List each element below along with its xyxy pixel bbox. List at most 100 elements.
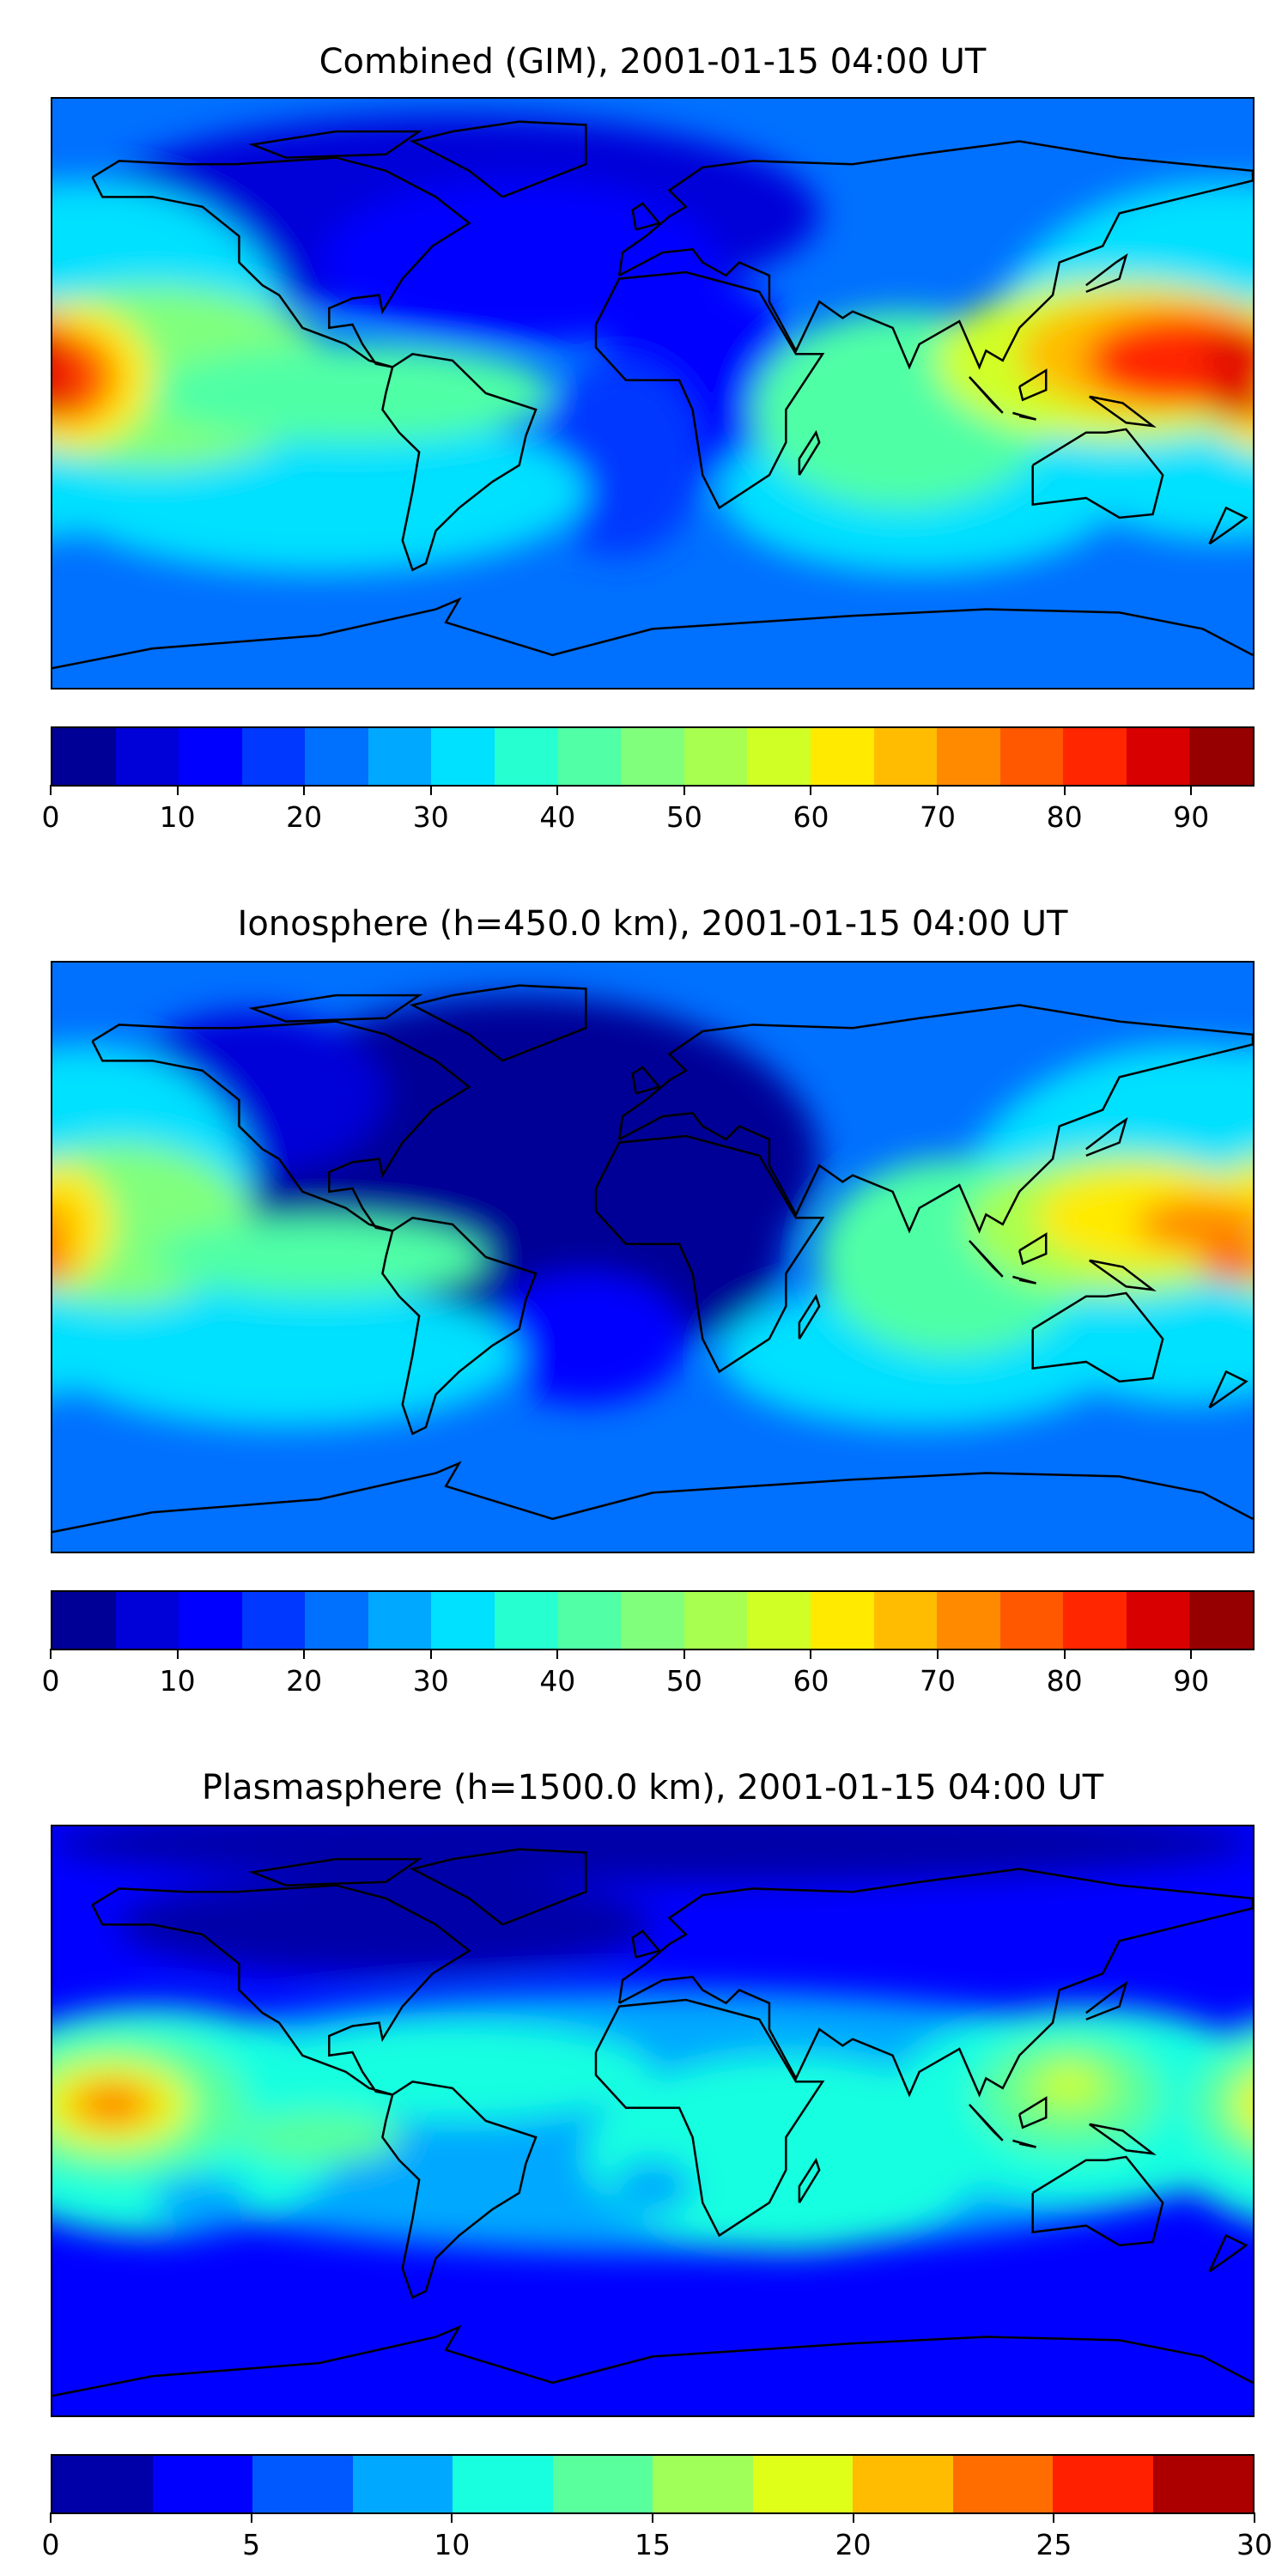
coastline xyxy=(382,2081,536,2298)
colorbar-tick-mark xyxy=(683,785,685,795)
contour-region xyxy=(1202,334,1253,374)
colorbar-tick-mark xyxy=(937,1649,939,1659)
colorbar-tick-mark xyxy=(556,1649,559,1659)
coastline xyxy=(1210,1371,1247,1407)
contour-region xyxy=(612,2160,693,2213)
colorbar-segment xyxy=(557,1592,622,1649)
colorbar-tick-label: 80 xyxy=(1046,800,1083,834)
colorbar-segment xyxy=(683,728,748,785)
panel-2-colorbar-ticks: 0 10 20 30 40 50 60 70 80 90 xyxy=(42,1649,1255,1700)
colorbar-segment xyxy=(621,728,684,785)
colorbar-tick-label: 70 xyxy=(920,800,957,834)
colorbar-tick-mark xyxy=(50,2512,52,2523)
colorbar-segment xyxy=(810,728,874,785)
coastline xyxy=(619,1005,1253,1231)
colorbar-segment xyxy=(241,1592,306,1649)
colorbar-tick-mark xyxy=(429,1649,432,1659)
coastline xyxy=(93,158,470,368)
coastline xyxy=(93,1022,470,1231)
coastline xyxy=(1033,429,1163,518)
colorbar-tick-label: 60 xyxy=(793,800,829,834)
panel-2-colorbar xyxy=(51,1590,1255,1650)
colorbar-tick-mark xyxy=(250,2512,252,2523)
coastline xyxy=(1019,1234,1046,1263)
colorbar-segment xyxy=(747,1592,811,1649)
colorbar-segment xyxy=(368,1592,432,1649)
coastline xyxy=(1210,507,1247,544)
colorbar-segment xyxy=(115,1592,179,1649)
colorbar-segment xyxy=(115,728,179,785)
coastline xyxy=(596,272,823,507)
colorbar-segment xyxy=(305,728,368,785)
colorbar-tick-mark xyxy=(1190,1649,1193,1659)
colorbar-tick-mark xyxy=(683,1649,685,1659)
colorbar-segment xyxy=(252,2456,353,2512)
contour-region xyxy=(1232,2074,1253,2136)
coastline xyxy=(1090,1261,1153,1290)
colorbar-segment xyxy=(937,1592,1000,1649)
contour-region xyxy=(1049,2069,1090,2095)
panel-1-title: Combined (GIM), 2001-01-15 04:00 UT xyxy=(319,42,987,82)
coastline xyxy=(969,377,1003,413)
colorbar-tick-label: 90 xyxy=(1173,800,1210,834)
contour-region xyxy=(52,1826,1253,1882)
colorbar-segment xyxy=(952,2456,1053,2512)
contour-region xyxy=(1085,314,1253,407)
tec-map-combined xyxy=(52,99,1253,688)
contour-region xyxy=(52,1206,70,1242)
colorbar-segment xyxy=(368,728,432,785)
coastline xyxy=(633,204,659,229)
colorbar-segment xyxy=(552,2456,653,2512)
contour-region xyxy=(118,1875,653,1974)
coastline xyxy=(1012,1277,1036,1284)
colorbar-tick-mark xyxy=(556,785,559,795)
contour-region xyxy=(52,1283,519,1428)
colorbar-tick-label: 5 xyxy=(242,2528,261,2561)
colorbar-tick-mark xyxy=(1190,785,1193,795)
colorbar-segment xyxy=(653,2456,753,2512)
colorbar-tick-mark xyxy=(50,1649,52,1659)
field-contours xyxy=(52,1826,1253,2252)
coastline xyxy=(1090,397,1153,426)
colorbar-segment xyxy=(853,2456,953,2512)
colorbar-segment xyxy=(495,1592,558,1649)
colorbar-segment xyxy=(1063,728,1127,785)
coastline xyxy=(1090,2124,1153,2154)
colorbar-tick-label: 0 xyxy=(41,2528,60,2561)
coastline xyxy=(969,2105,1003,2141)
colorbar-segment xyxy=(873,728,938,785)
coastline xyxy=(382,1218,536,1434)
contour-region xyxy=(152,1218,486,1297)
colorbar-tick-mark xyxy=(1053,2512,1055,2523)
colorbar-segment xyxy=(152,2456,252,2512)
panel-3-map xyxy=(51,1825,1255,2417)
coastline xyxy=(799,2160,819,2203)
colorbar-tick-label: 0 xyxy=(41,800,60,834)
colorbar-segment xyxy=(752,2456,853,2512)
colorbar-segment xyxy=(52,2456,153,2512)
colorbar-segment xyxy=(810,1592,874,1649)
colorbar-segment xyxy=(557,728,622,785)
coastline xyxy=(1012,2141,1036,2148)
colorbar-tick-label: 15 xyxy=(635,2528,671,2561)
coastline xyxy=(619,1869,1253,2095)
coastline xyxy=(1033,2157,1163,2245)
coastline xyxy=(52,599,1253,668)
colorbar-tick-label: 10 xyxy=(159,800,196,834)
colorbar-tick-mark xyxy=(810,785,812,795)
colorbar-segment xyxy=(453,2456,553,2512)
colorbar-tick-mark xyxy=(176,1649,179,1659)
coastline xyxy=(969,1241,1003,1277)
contour-region xyxy=(1195,1247,1253,1280)
contour-region xyxy=(52,337,70,372)
contour-region xyxy=(485,1273,686,1405)
colorbar-segment xyxy=(1063,1592,1127,1649)
colorbar-tick-label: 0 xyxy=(41,1664,60,1698)
coastline xyxy=(252,995,419,1021)
colorbar-tick-mark xyxy=(176,785,179,795)
colorbar-tick-mark xyxy=(50,785,52,795)
contour-region xyxy=(235,2111,403,2164)
panel-1-colorbar xyxy=(51,726,1255,787)
panel-3-colorbar xyxy=(51,2454,1255,2514)
panel-2-title: Ionosphere (h=450.0 km), 2001-01-15 04:0… xyxy=(237,904,1068,944)
